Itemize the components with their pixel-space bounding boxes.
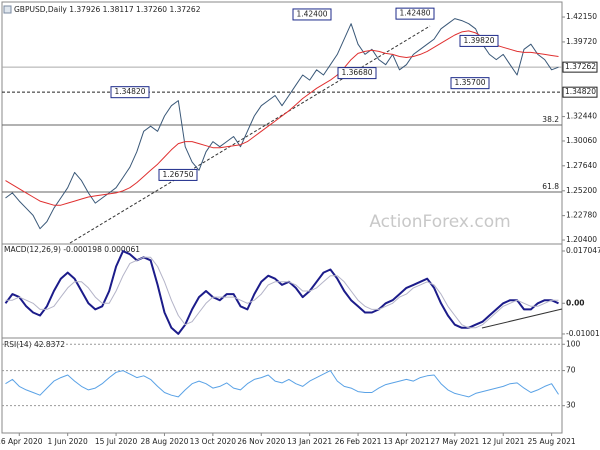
x-tick-label: 28 Aug 2020 (140, 437, 188, 446)
annotation-label: 1.34820 (114, 87, 145, 96)
level-name: 61.8 (542, 182, 559, 191)
x-tick-label: 13 Jan 2021 (287, 437, 332, 446)
x-tick-label: 25 Aug 2021 (528, 437, 576, 446)
annotation-box (459, 34, 499, 47)
y-tick-label: -0.010013 (566, 329, 600, 338)
annotation-box (450, 77, 490, 90)
y-tick-label: 1.32440 (566, 112, 597, 121)
trend-line (69, 25, 431, 244)
annotation-label: 1.42400 (296, 9, 327, 18)
price-header: GBPUSD,Daily 1.37926 1.38117 1.37260 1.3… (14, 5, 201, 14)
level-label: 1.34820 (565, 87, 596, 96)
last-price-label: 1.37262 (565, 62, 596, 71)
x-tick-label: 26 Feb 2021 (335, 437, 382, 446)
level-name: 38.2 (542, 115, 559, 124)
level-label-box (562, 86, 598, 98)
y-tick-label: 1.30060 (566, 136, 597, 145)
y-tick-label: 1.20400 (566, 235, 597, 244)
x-tick-label: 1 Jun 2020 (47, 437, 88, 446)
annotation-box (337, 67, 377, 80)
y-tick-label: 0.00 (566, 298, 585, 307)
series-line (5, 30, 559, 206)
y-tick-label: 1.27640 (566, 161, 597, 170)
series-line (5, 18, 559, 230)
y-tick-label: 1.39720 (566, 37, 597, 46)
annotation-label: 1.39820 (463, 36, 494, 45)
last-price-box (562, 61, 598, 73)
x-tick-label: 26 Nov 2020 (237, 437, 285, 446)
annotation-box (158, 168, 198, 181)
series-line (5, 370, 559, 398)
annotation-label: 1.35700 (454, 78, 485, 87)
y-tick-label: 70 (566, 366, 576, 375)
frame (1, 1, 563, 434)
x-tick-label: 16 Apr 2020 (0, 437, 43, 446)
y-tick-label: 1.42150 (566, 12, 597, 21)
trend-line (481, 308, 563, 329)
annotation-label: 1.42480 (399, 9, 430, 18)
y-tick-label: 0.017047 (566, 246, 600, 255)
x-tick-label: 13 Apr 2021 (383, 437, 430, 446)
y-tick-label: 1.22780 (566, 211, 597, 220)
series-line (5, 256, 559, 329)
annotation-label: 1.26750 (162, 170, 193, 179)
macd-header: MACD(12,26,9) -0.000198 0.000061 (4, 245, 140, 254)
x-tick-label: 15 Jul 2020 (95, 437, 138, 446)
x-tick-label: 13 Oct 2020 (190, 437, 237, 446)
y-tick-label: 100 (566, 339, 581, 348)
series-line (4, 250, 559, 335)
x-tick-label: 12 Jul 2021 (482, 437, 525, 446)
x-tick-label: 27 May 2021 (430, 437, 479, 446)
watermark: ActionForex.com (369, 212, 510, 232)
annotation-box (395, 7, 435, 20)
y-tick-label: 30 (566, 401, 576, 410)
symbol-icon (3, 5, 12, 14)
annotation-box (110, 86, 150, 99)
y-tick-label: 1.25200 (566, 186, 597, 195)
annotation-label: 1.36680 (341, 68, 372, 77)
annotation-box (292, 8, 332, 21)
